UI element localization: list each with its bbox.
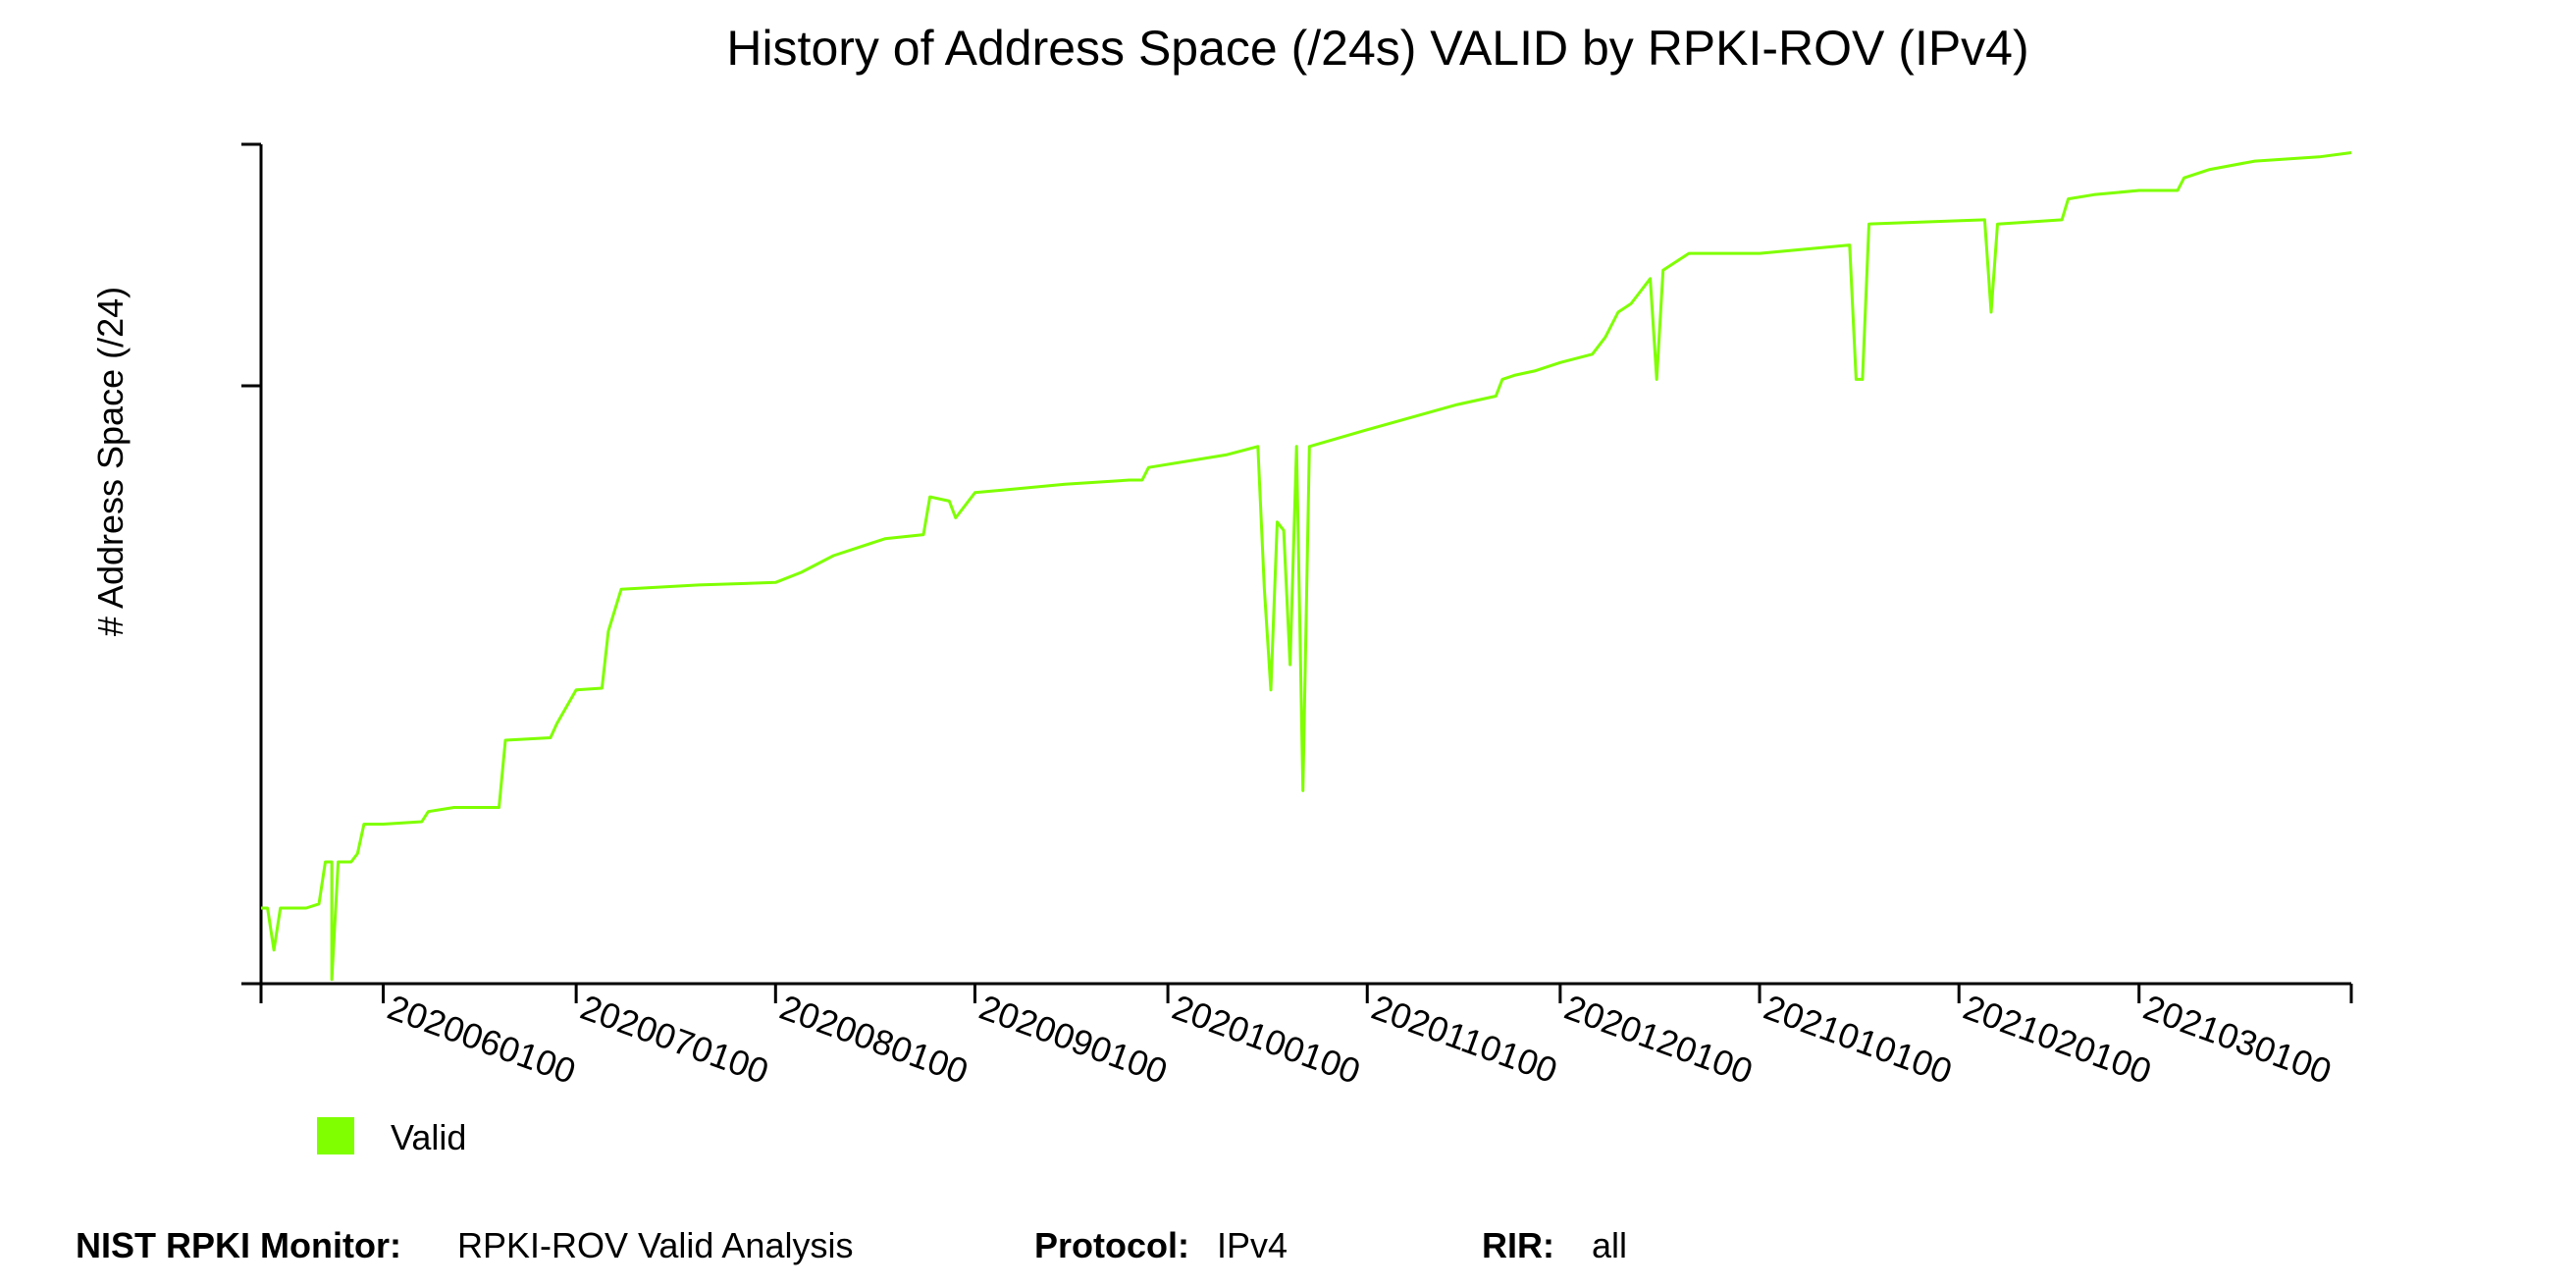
x-tick-label: 2020070100: [575, 987, 773, 1092]
footer-monitor-value: RPKI-ROV Valid Analysis: [457, 1225, 854, 1265]
y-axis-label: # Address Space (/24): [90, 287, 131, 636]
chart-title: History of Address Space (/24s) VALID by…: [726, 21, 2028, 76]
footer-protocol-label: Protocol:: [1034, 1225, 1189, 1265]
x-tick-label: 2020080100: [775, 987, 973, 1092]
x-tick-label: 2020110100: [1367, 987, 1563, 1091]
x-tick-label: 2020100100: [1167, 987, 1365, 1092]
x-tick-label: 2020120100: [1559, 987, 1758, 1092]
x-tick-label: 2020090100: [974, 987, 1173, 1092]
legend-swatch-valid: [317, 1117, 354, 1154]
x-tick-label: 2021010100: [1759, 987, 1957, 1092]
x-tick-label: 2020060100: [383, 987, 581, 1092]
axes: [241, 142, 2353, 1003]
x-tick-label: 2021030100: [2138, 987, 2337, 1092]
series-line-valid: [261, 151, 2352, 982]
x-tick-label: 2021020100: [1958, 987, 2156, 1092]
series-layer: [261, 151, 2352, 982]
footer-rir-value: all: [1592, 1225, 1628, 1265]
footer-monitor-label: NIST RPKI Monitor:: [76, 1225, 401, 1265]
footer-protocol-value: IPv4: [1217, 1225, 1288, 1265]
legend-label-valid: Valid: [391, 1117, 467, 1157]
footer-rir-label: RIR:: [1482, 1225, 1554, 1265]
